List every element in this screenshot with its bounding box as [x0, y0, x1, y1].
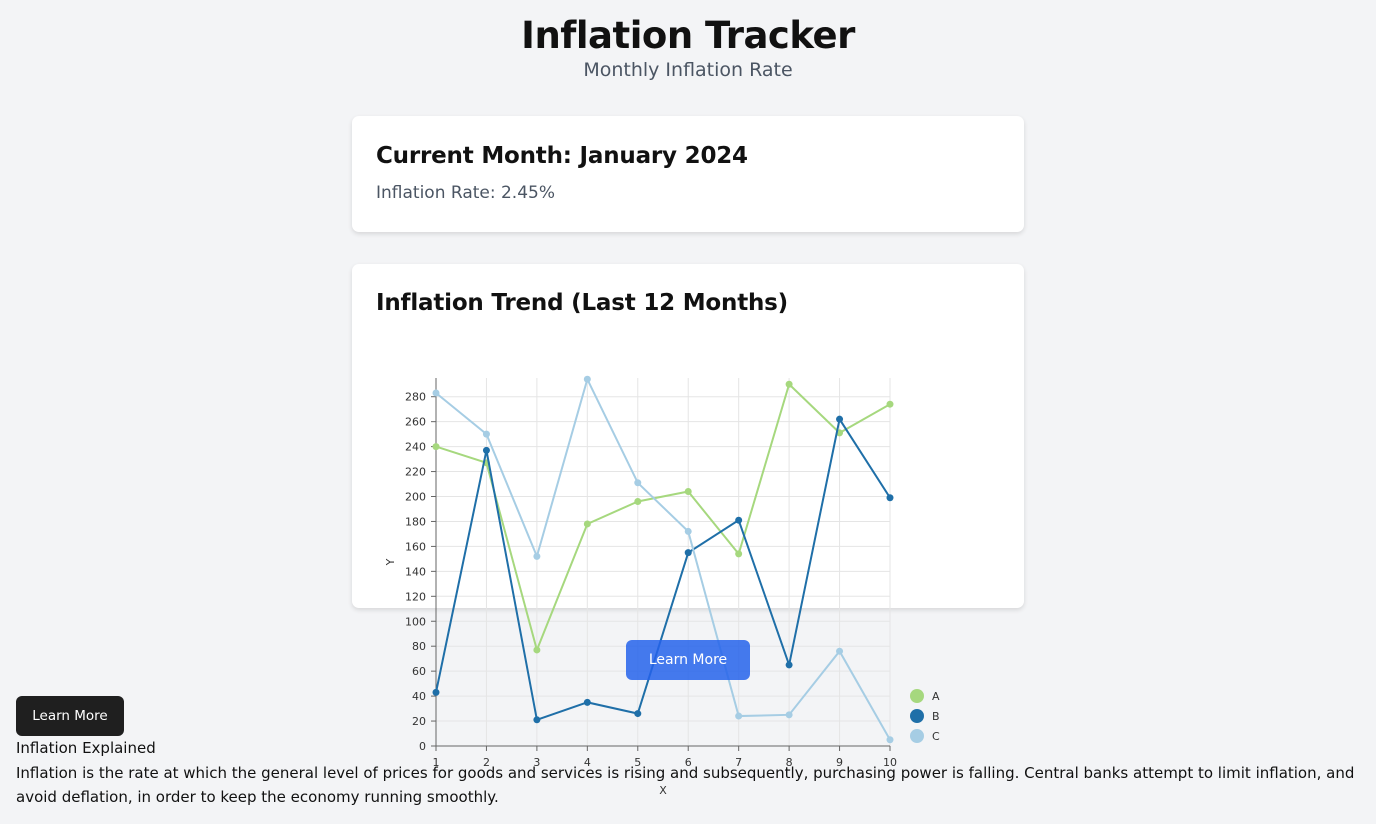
page-title: Inflation Tracker: [521, 14, 855, 57]
learn-more-button-dark[interactable]: Learn More: [16, 696, 124, 736]
legend-swatch-c: [910, 729, 924, 743]
y-tick-label: 60: [412, 665, 426, 678]
y-tick-label: 0: [419, 740, 426, 753]
legend-swatch-a: [910, 689, 924, 703]
page-header: Inflation Tracker Monthly Inflation Rate: [0, 14, 1376, 82]
inflation-trend-heading: Inflation Trend (Last 12 Months): [376, 290, 788, 316]
data-point-a: [533, 646, 541, 654]
data-point-c: [886, 736, 894, 744]
inflation-trend-card: Inflation Trend (Last 12 Months): [352, 264, 1024, 608]
inflation-explained-body: Inflation is the rate at which the gener…: [16, 764, 1355, 806]
legend-label-c: C: [932, 730, 940, 743]
chart-legend: ABC: [910, 689, 940, 743]
current-month-heading: Current Month: January 2024: [376, 143, 748, 169]
data-point-b: [634, 710, 642, 718]
current-month-card: Current Month: January 2024 Inflation Ra…: [352, 116, 1024, 232]
inflation-rate-text: Inflation Rate: 2.45%: [376, 183, 555, 203]
data-point-c: [785, 711, 793, 719]
data-point-b: [583, 698, 591, 706]
data-point-b: [432, 688, 440, 696]
y-tick-label: 40: [412, 690, 426, 703]
data-point-c: [836, 647, 844, 655]
y-tick-label: 80: [412, 640, 426, 653]
y-tick-label: 20: [412, 715, 426, 728]
legend-label-b: B: [932, 710, 940, 723]
data-point-c: [735, 712, 743, 720]
inflation-explained-title: Inflation Explained: [16, 739, 156, 757]
y-tick-label: 100: [405, 615, 426, 628]
legend-label-a: A: [932, 690, 940, 703]
legend-swatch-b: [910, 709, 924, 723]
page-subtitle: Monthly Inflation Rate: [583, 59, 793, 81]
data-point-b: [533, 716, 541, 724]
data-point-b: [785, 661, 793, 669]
learn-more-button-blue[interactable]: Learn More: [626, 640, 750, 680]
